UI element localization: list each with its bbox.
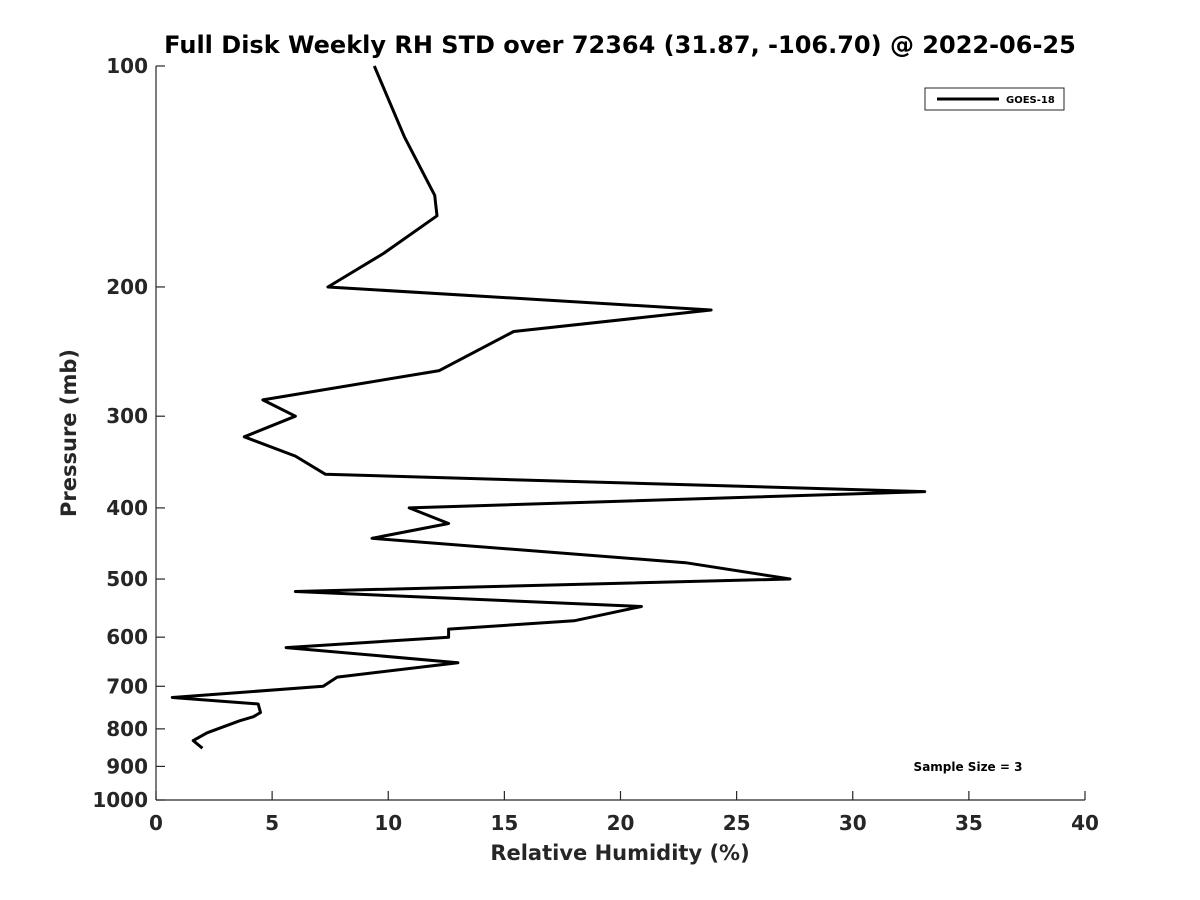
- x-tick-label: 25: [723, 811, 751, 835]
- y-tick-label: 700: [106, 674, 148, 698]
- y-tick-label: 1000: [92, 788, 148, 812]
- chart-title: Full Disk Weekly RH STD over 72364 (31.8…: [164, 31, 1076, 59]
- axes: 0 5 10 15 20 25 30 35 40 100 200 300 400 500 600 700 800…: [92, 54, 1099, 835]
- y-tick-label: 200: [106, 275, 148, 299]
- x-tick-label: 10: [374, 811, 402, 835]
- legend-entry-label: GOES-18: [1006, 95, 1055, 106]
- x-axis-label: Relative Humidity (%): [490, 841, 749, 865]
- x-tick-label: 40: [1071, 811, 1099, 835]
- x-tick-label: 20: [607, 811, 635, 835]
- series-line: [170, 65, 927, 750]
- sample-size-annotation: Sample Size = 3: [914, 760, 1023, 774]
- y-tick-label: 500: [106, 567, 148, 591]
- plot-area: [170, 65, 927, 750]
- x-tick-label: 0: [149, 811, 163, 835]
- x-tick-label: 15: [490, 811, 518, 835]
- y-tick-label: 300: [106, 404, 148, 428]
- x-tick-label: 30: [839, 811, 867, 835]
- x-tick-label: 35: [955, 811, 983, 835]
- y-tick-label: 800: [106, 717, 148, 741]
- y-tick-label: 900: [106, 754, 148, 778]
- y-tick-label: 600: [106, 625, 148, 649]
- x-tick-label: 5: [265, 811, 279, 835]
- y-tick-label: 400: [106, 496, 148, 520]
- legend: GOES-18: [924, 87, 1065, 111]
- y-axis-label: Pressure (mb): [57, 349, 81, 517]
- y-tick-label: 100: [106, 54, 148, 78]
